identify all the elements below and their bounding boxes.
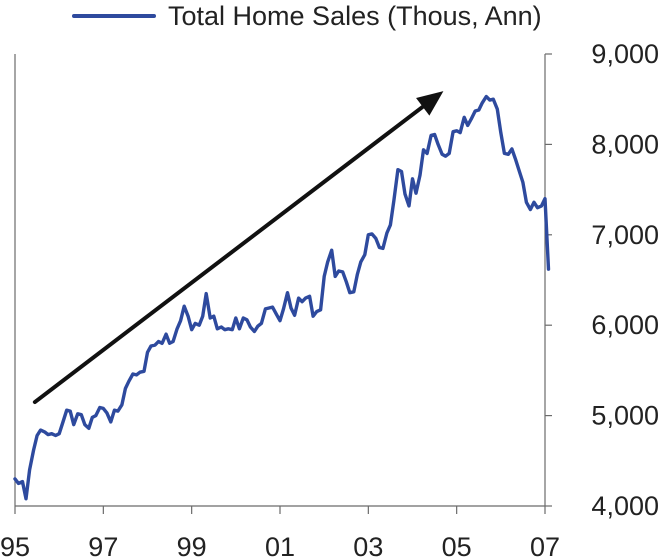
legend-swatch xyxy=(72,14,156,18)
trend-arrow-line xyxy=(32,104,425,405)
x-tick-label: 07 xyxy=(530,532,560,559)
y-tick-label: 4,000 xyxy=(591,491,659,521)
y-tick-label: 6,000 xyxy=(591,310,659,340)
series-line xyxy=(13,94,551,501)
trend-arrow-head xyxy=(416,91,444,116)
x-tick-label: 97 xyxy=(88,532,118,559)
x-tick-label: 03 xyxy=(353,532,383,559)
x-tick-label: 01 xyxy=(265,532,295,559)
y-tick-label: 8,000 xyxy=(591,129,659,159)
legend-label: Total Home Sales (Thous, Ann) xyxy=(168,0,542,31)
y-tick-label: 7,000 xyxy=(591,220,659,250)
x-tick-label: 99 xyxy=(177,532,207,559)
y-tick-label: 5,000 xyxy=(591,401,659,431)
x-tick-label: 95 xyxy=(0,532,30,559)
y-tick-label: 9,000 xyxy=(591,39,659,69)
x-tick-label: 05 xyxy=(442,532,472,559)
legend: Total Home Sales (Thous, Ann) xyxy=(72,0,542,32)
